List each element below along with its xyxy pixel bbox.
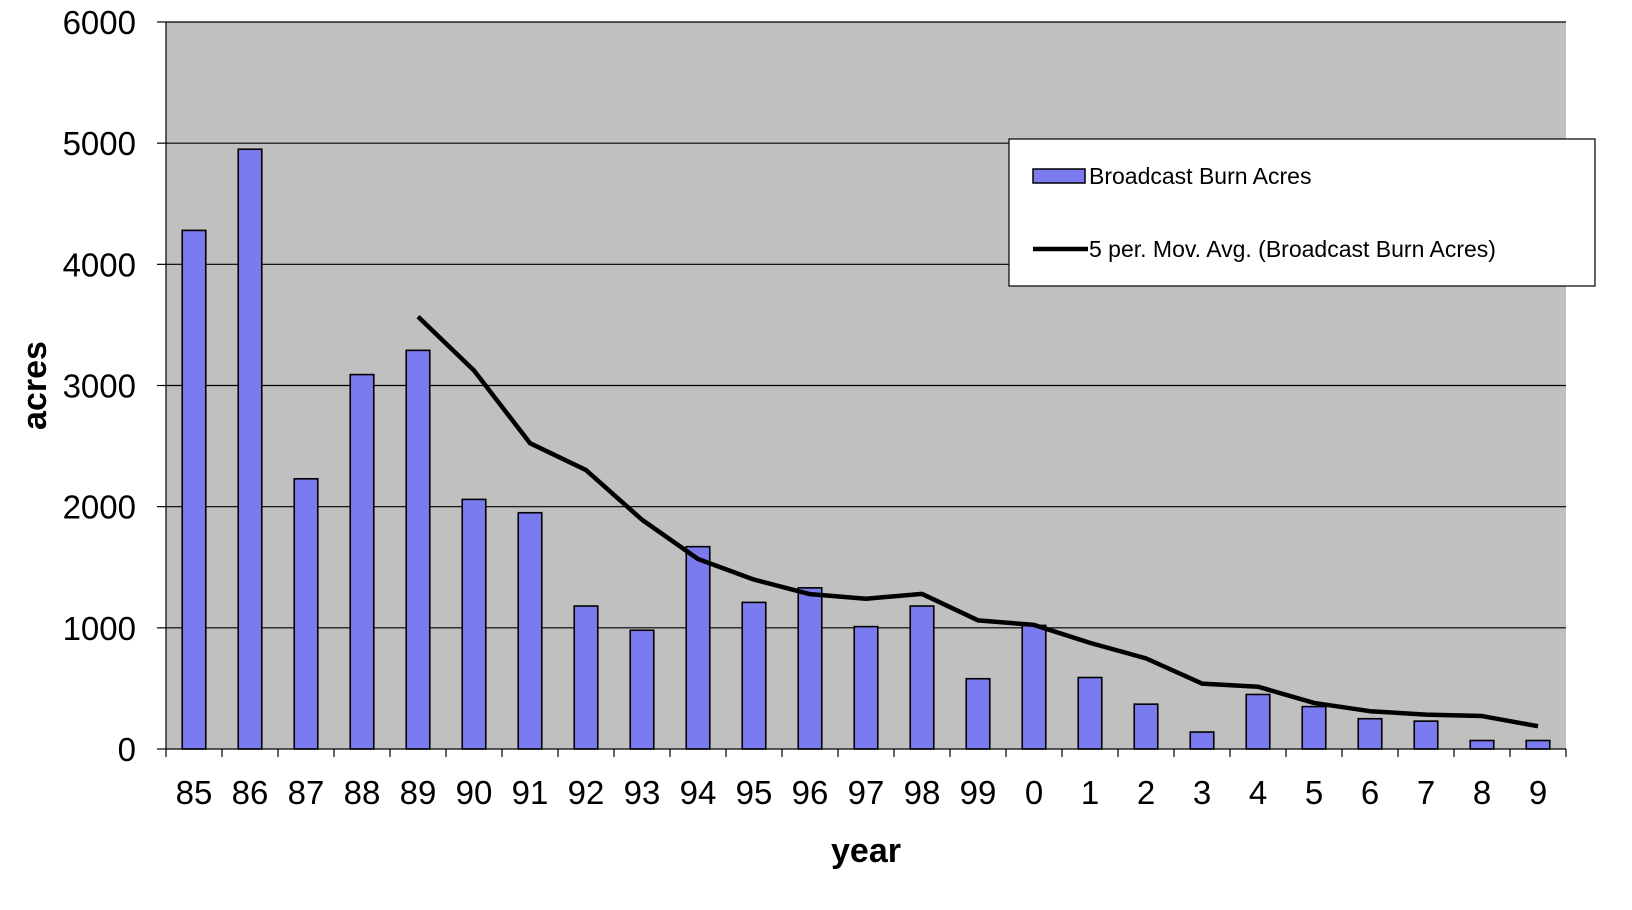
y-tick-label: 6000: [63, 4, 136, 41]
bar: [1133, 703, 1159, 750]
y-tick-label: 0: [118, 731, 136, 768]
x-tick-label: 93: [624, 774, 661, 811]
x-axis-title: year: [831, 832, 901, 870]
x-tick-labels: 85 86 87 88 89 90 91 92 93 94 95 96 97 98 99 0 1 2 3 4 5 6 7 8 9: [176, 774, 1548, 811]
bar: [1357, 717, 1383, 750]
legend-box: [1008, 138, 1596, 287]
x-tick-label: 3: [1193, 774, 1211, 811]
bar: [965, 677, 991, 750]
x-tick-label: 87: [288, 774, 325, 811]
bar: [461, 498, 487, 750]
y-tick-label: 5000: [63, 125, 136, 162]
x-tick-label: 91: [512, 774, 549, 811]
legend-bar-label: Broadcast Burn Acres: [1089, 163, 1311, 189]
x-tick-label: 86: [232, 774, 269, 811]
x-tick-label: 97: [848, 774, 885, 811]
x-tick-label: 6: [1361, 774, 1379, 811]
x-tick-label: 94: [680, 774, 717, 811]
bar: [1021, 624, 1047, 750]
bar: [405, 349, 431, 750]
moving-average-line: [416, 315, 1539, 729]
y-tick-label: 1000: [63, 610, 136, 647]
legend-bar-swatch: [1032, 168, 1086, 184]
x-tick-label: 88: [344, 774, 381, 811]
x-tick-label: 9: [1529, 774, 1547, 811]
bar-series: [181, 148, 1551, 750]
gridlines: [166, 21, 1566, 629]
x-tick-label: 99: [960, 774, 997, 811]
x-tick-label: 85: [176, 774, 213, 811]
legend-line-label: 5 per. Mov. Avg. (Broadcast Burn Acres): [1089, 236, 1496, 262]
x-tick-label: 0: [1025, 774, 1043, 811]
bar: [1301, 705, 1327, 750]
y-tick-labels: 0 1000 2000 3000 4000 5000 6000: [63, 4, 136, 768]
bar: [573, 605, 599, 750]
bar: [181, 229, 207, 750]
x-tick-label: 98: [904, 774, 941, 811]
x-tick-label: 1: [1081, 774, 1099, 811]
bar: [797, 587, 823, 750]
bar: [1413, 720, 1439, 750]
x-tick-label: 7: [1417, 774, 1435, 811]
x-tick-label: 96: [792, 774, 829, 811]
bar: [293, 477, 319, 750]
bar: [629, 629, 655, 750]
bar: [1189, 731, 1215, 750]
bar: [1245, 693, 1271, 750]
x-tick-label: 5: [1305, 774, 1323, 811]
bar: [1525, 739, 1551, 750]
bar: [853, 625, 879, 750]
x-tick-label: 90: [456, 774, 493, 811]
bar: [1469, 739, 1495, 750]
x-tick-label: 89: [400, 774, 437, 811]
bar: [349, 373, 375, 750]
x-tick-label: 2: [1137, 774, 1155, 811]
y-tick-label: 4000: [63, 246, 136, 283]
x-tick-label: 92: [568, 774, 605, 811]
bar: [1077, 676, 1103, 750]
bar: [741, 601, 767, 750]
y-tick-label: 3000: [63, 368, 136, 405]
x-tick-label: 95: [736, 774, 773, 811]
y-axis-title: acres: [16, 341, 54, 430]
bar: [685, 545, 711, 750]
bar: [517, 511, 543, 750]
legend: Broadcast Burn Acres 5 per. Mov. Avg. (B…: [1008, 138, 1596, 287]
x-tick-label: 4: [1249, 774, 1267, 811]
axes: [157, 21, 1567, 757]
bar: [237, 148, 263, 750]
x-tick-label: 8: [1473, 774, 1491, 811]
bar: [909, 605, 935, 750]
y-tick-label: 2000: [63, 489, 136, 526]
